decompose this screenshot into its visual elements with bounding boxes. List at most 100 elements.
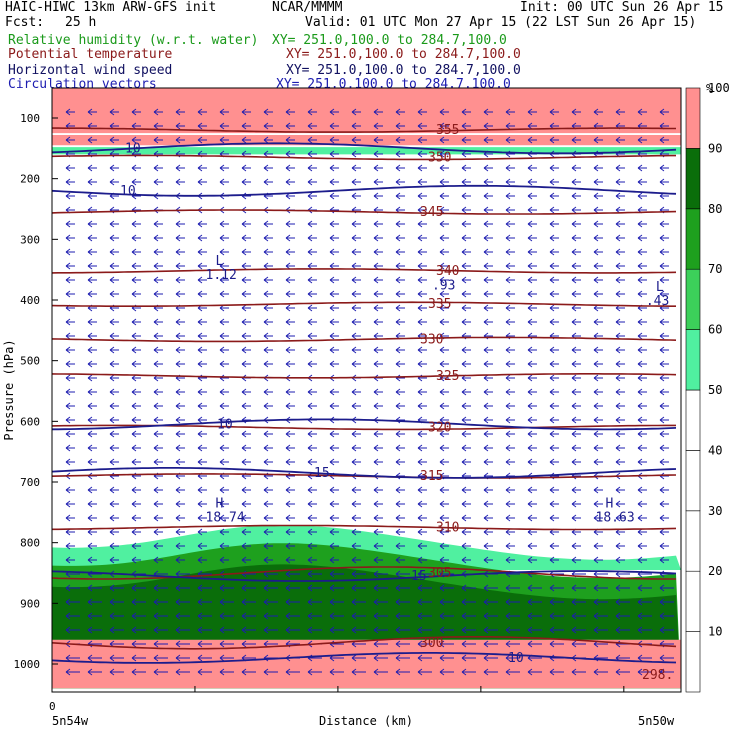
wind-vector-412	[505, 304, 515, 312]
wind-vector-895	[659, 542, 669, 550]
wind-vector-821	[263, 514, 273, 522]
wind-vector-411	[483, 304, 493, 312]
wind-vector-301	[527, 248, 537, 256]
x-start-tick: 0	[49, 700, 56, 713]
wind-vector-82	[637, 136, 647, 144]
wind-vector-909	[351, 556, 361, 564]
wind-vector-680	[241, 444, 251, 452]
wind-vector-263	[307, 234, 317, 242]
wind-vector-617	[87, 416, 97, 424]
wind-vector-780	[593, 486, 603, 494]
wind-vector-312	[153, 262, 163, 270]
colorbar-seg-70	[685, 208, 701, 270]
wind-vector-1129	[263, 668, 278, 676]
wind-vector-884	[417, 542, 427, 550]
wind-vector-593	[175, 402, 185, 410]
wind-vector-612	[593, 402, 603, 410]
wind-vector-61	[175, 136, 185, 144]
field-rh-name: Relative humidity (w.r.t. water)	[8, 33, 259, 48]
wind-vector-400	[241, 304, 251, 312]
wind-vector-434	[373, 318, 383, 326]
wind-vector-214	[461, 206, 471, 214]
colorbar-seg-90	[685, 87, 701, 149]
wind-vector-689	[439, 444, 449, 452]
wind-vector-511	[219, 360, 229, 368]
wind-vector-1009	[87, 612, 102, 620]
wind-vector-743	[395, 472, 405, 480]
wind-vector-71	[395, 136, 405, 144]
wind-vector-712	[329, 458, 339, 466]
wind-vector-810	[637, 500, 647, 508]
wind-vector-482	[197, 346, 207, 354]
wind-vector-402	[285, 304, 295, 312]
wind-vector-158	[461, 178, 471, 186]
wind-vector-119	[219, 164, 229, 172]
wind-vector-611	[571, 402, 581, 410]
y-tick-label-800: 800	[20, 537, 40, 550]
wind-vector-902	[197, 556, 207, 564]
wind-vector-658	[373, 430, 383, 438]
wind-vector-1053	[439, 626, 454, 634]
wind-vector-435	[395, 318, 405, 326]
wind-vector-911	[395, 556, 405, 564]
wind-vector-901	[175, 556, 185, 564]
wind-vector-1126	[197, 668, 212, 676]
wind-vector-165	[615, 178, 625, 186]
wind-vector-934	[285, 570, 300, 578]
wind-vector-893	[615, 542, 625, 550]
wind-vector-771	[395, 486, 405, 494]
wind-vector-914	[461, 556, 471, 564]
wind-vector-413	[527, 304, 537, 312]
wind-vector-883	[395, 542, 405, 550]
wind-vector-404	[329, 304, 339, 312]
wind-vector-773	[439, 486, 449, 494]
wind-vector-45	[439, 122, 449, 130]
wind-vector-481	[175, 346, 185, 354]
wind-vector-820	[241, 514, 251, 522]
wind-vector-791	[219, 500, 229, 508]
wind-vector-232	[241, 220, 251, 228]
wind-vector-992	[329, 598, 344, 606]
wind-vector-376	[329, 290, 339, 298]
wind-vector-518	[373, 360, 383, 368]
wind-vector-681	[263, 444, 273, 452]
wind-vector-1139	[483, 668, 498, 676]
wind-vector-490	[373, 346, 383, 354]
wind-vector-1132	[329, 668, 344, 676]
wind-vector-118	[197, 164, 207, 172]
wind-vector-842	[109, 528, 119, 536]
wind-vector-913	[439, 556, 449, 564]
wind-vector-243	[483, 220, 493, 228]
extremum-value-2: .43	[646, 294, 669, 309]
wind-vector-692	[505, 444, 515, 452]
wind-vector-363	[659, 276, 669, 284]
wind-vector-389	[615, 290, 625, 298]
wind-vector-568	[241, 388, 251, 396]
wind-vector-447	[659, 318, 669, 326]
wind-vector-95	[307, 150, 317, 158]
wind-vector-677	[175, 444, 185, 452]
wind-vector-1070	[197, 640, 212, 648]
wind-vector-607	[483, 402, 493, 410]
wind-vector-793	[263, 500, 273, 508]
extremum-value-4: 18.63	[596, 510, 635, 525]
wind-vector-855	[395, 528, 405, 536]
wind-vector-678	[197, 444, 207, 452]
wind-vector-143	[131, 178, 141, 186]
wind-vector-1033	[615, 612, 630, 620]
wind-contour-3	[51, 570, 677, 582]
wind-vector-1130	[285, 668, 300, 676]
wind-vector-574	[373, 388, 383, 396]
wind-vector-687	[395, 444, 405, 452]
colorbar-label-20: 20	[708, 564, 722, 578]
wind-vector-592	[153, 402, 163, 410]
wind-vector-253	[87, 234, 97, 242]
wind-vector-378	[373, 290, 383, 298]
wind-vector-1028	[505, 612, 520, 620]
wind-vector-961	[263, 584, 278, 592]
wind-vector-695	[571, 444, 581, 452]
wind-vector-582	[549, 388, 559, 396]
wind-vector-377	[351, 290, 361, 298]
wind-vector-570	[285, 388, 295, 396]
wind-vector-772	[417, 486, 427, 494]
